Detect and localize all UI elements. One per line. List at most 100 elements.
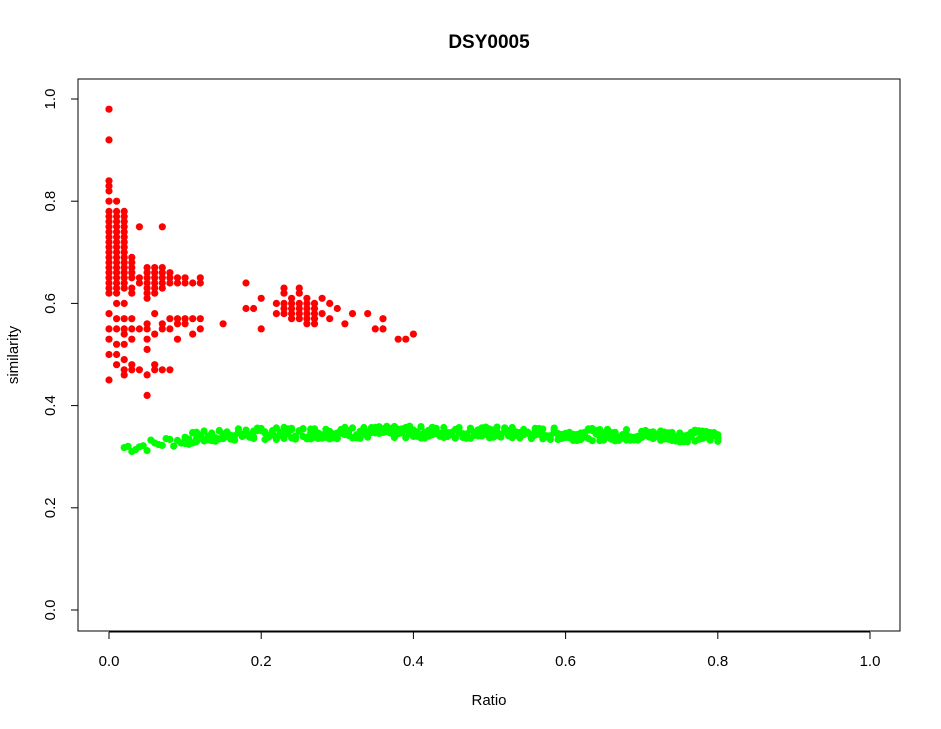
data-point — [105, 136, 113, 144]
data-point — [120, 269, 128, 277]
data-point — [143, 274, 151, 282]
data-point — [318, 310, 326, 318]
data-point — [158, 284, 166, 292]
data-point — [128, 315, 136, 323]
data-point — [113, 223, 121, 231]
data-point — [611, 428, 619, 436]
data-point — [120, 233, 128, 241]
data-point — [295, 304, 303, 313]
data-point — [120, 366, 128, 374]
data-point — [143, 391, 151, 399]
x-tick-label: 0.6 — [555, 653, 576, 670]
data-point — [113, 315, 121, 323]
data-point — [105, 177, 113, 185]
data-point — [105, 335, 113, 343]
data-point — [113, 253, 121, 261]
data-point — [105, 212, 113, 221]
data-point — [120, 284, 128, 292]
data-point — [250, 433, 258, 441]
data-point — [113, 289, 121, 297]
data-point — [135, 279, 143, 287]
data-point — [158, 279, 166, 287]
data-point — [151, 366, 159, 374]
data-point — [105, 182, 113, 190]
data-point — [158, 366, 166, 374]
data-point — [120, 258, 128, 267]
y-tick-label: 0.6 — [42, 293, 59, 314]
data-point — [288, 315, 296, 323]
data-point — [166, 315, 174, 323]
data-point — [120, 356, 128, 364]
data-point — [394, 335, 402, 343]
y-tick-label: 0.0 — [42, 600, 59, 621]
data-point — [105, 248, 113, 256]
data-point — [105, 223, 113, 231]
data-point — [250, 304, 258, 313]
data-point — [280, 310, 288, 318]
data-point — [196, 279, 204, 287]
data-point — [143, 284, 151, 292]
data-point — [310, 320, 319, 328]
data-point — [105, 274, 113, 282]
data-point — [151, 269, 159, 277]
data-point — [105, 207, 113, 215]
data-point — [113, 350, 121, 359]
data-point — [120, 264, 128, 272]
data-point — [113, 361, 121, 369]
data-point — [143, 371, 151, 379]
data-point — [105, 253, 113, 261]
data-point — [105, 233, 113, 241]
data-point — [288, 299, 296, 307]
data-point — [120, 228, 128, 236]
data-point — [151, 264, 159, 272]
data-point — [113, 274, 121, 282]
points-layer — [105, 105, 722, 456]
data-point — [113, 218, 121, 226]
data-point — [166, 435, 174, 443]
data-point — [151, 310, 159, 318]
data-point — [105, 325, 113, 333]
x-axis: 0.0 0.2 0.4 0.6 0.8 1.0 — [99, 631, 881, 670]
data-point — [706, 436, 714, 444]
data-point — [219, 320, 227, 328]
data-point — [280, 304, 288, 313]
x-tick-label: 1.0 — [860, 653, 881, 670]
data-point — [120, 238, 128, 246]
y-tick-label: 0.8 — [42, 191, 59, 212]
data-point — [295, 315, 303, 323]
data-point — [303, 304, 311, 313]
data-point — [166, 274, 174, 282]
data-point — [128, 325, 136, 333]
data-point — [371, 325, 379, 333]
data-point — [234, 425, 242, 433]
data-point — [288, 294, 296, 302]
data-point — [135, 274, 143, 282]
data-point — [173, 335, 182, 343]
data-point — [105, 105, 113, 113]
data-point — [326, 299, 334, 307]
data-point — [128, 258, 136, 267]
data-point — [303, 315, 311, 323]
data-point — [105, 197, 113, 205]
data-point — [189, 315, 197, 323]
data-point — [432, 424, 440, 432]
data-point — [105, 258, 113, 267]
data-point — [120, 218, 128, 226]
data-point — [151, 330, 159, 338]
plot-frame — [77, 78, 901, 632]
data-point — [105, 289, 113, 297]
data-point — [166, 325, 174, 333]
data-point — [113, 233, 121, 241]
data-point — [120, 330, 128, 338]
data-point — [299, 425, 307, 433]
data-point — [120, 248, 128, 256]
data-point — [333, 304, 341, 313]
data-point — [493, 423, 501, 431]
data-point — [173, 320, 182, 328]
data-point — [291, 433, 299, 442]
data-point — [196, 274, 204, 282]
data-point — [139, 442, 147, 450]
data-point — [113, 207, 121, 215]
data-point — [170, 442, 178, 450]
data-point — [120, 253, 128, 261]
